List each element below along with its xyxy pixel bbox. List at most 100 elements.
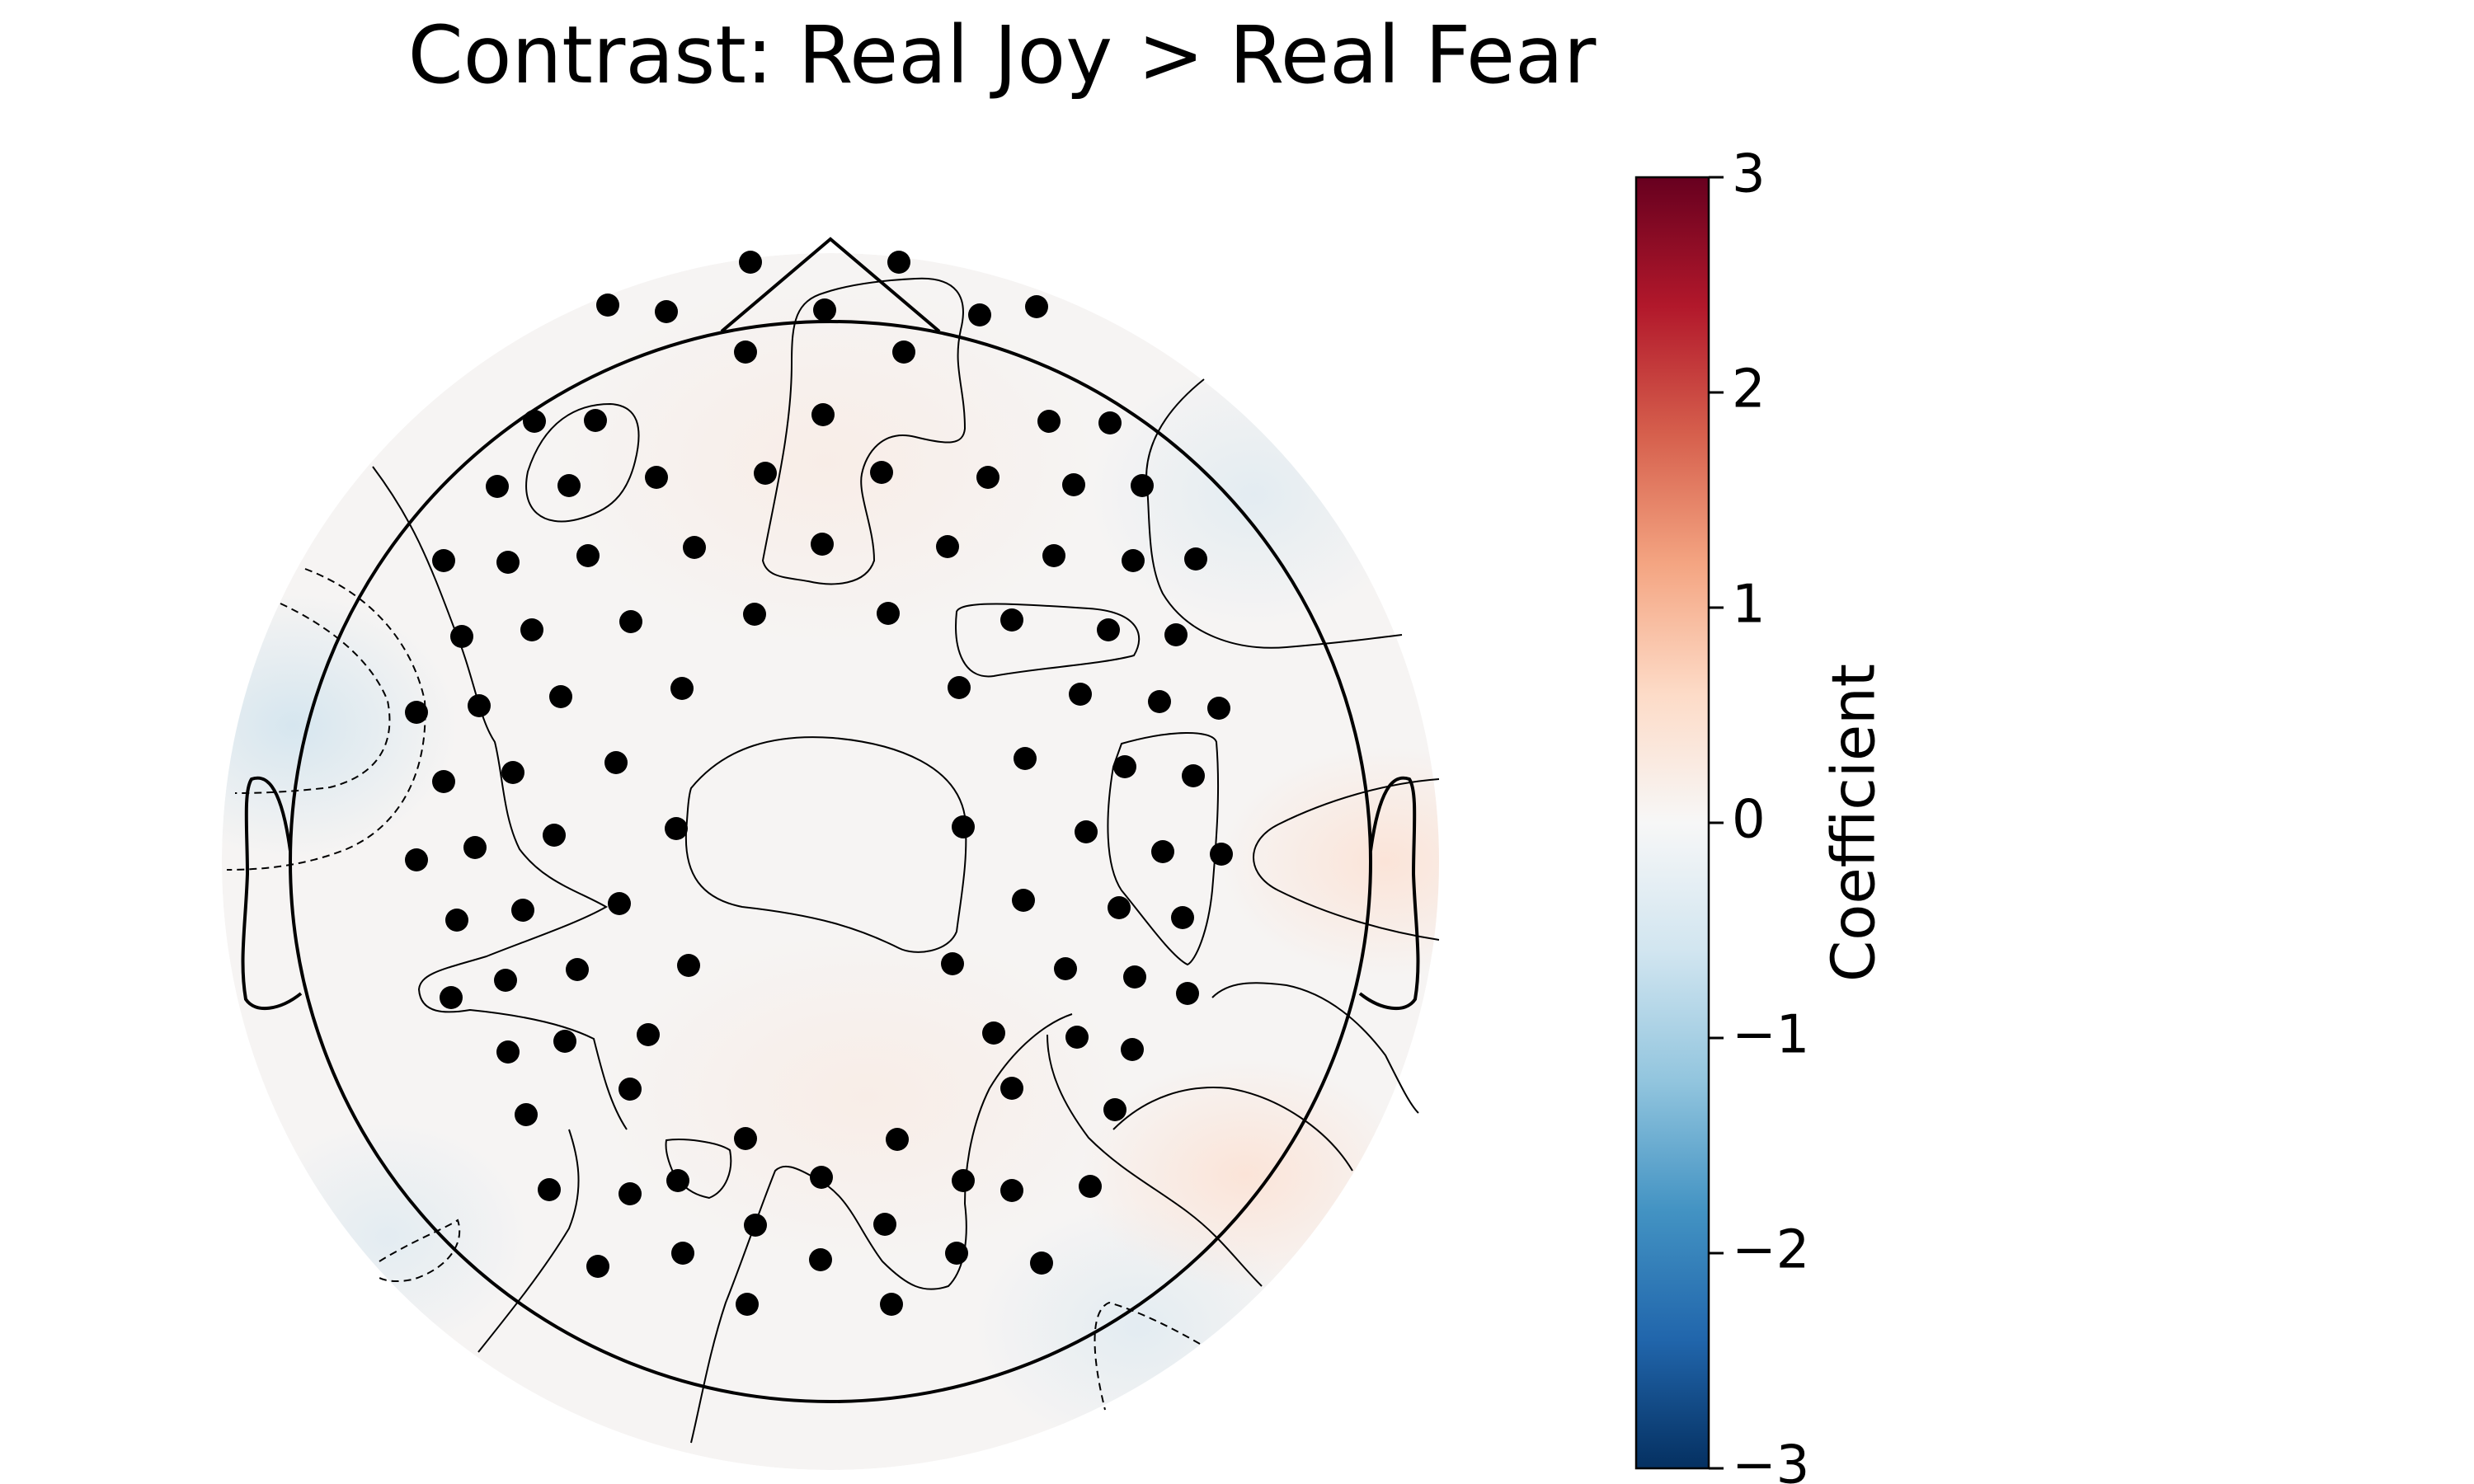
colorbar-gradient (1634, 176, 1710, 1470)
head-circle (289, 320, 1372, 1403)
sensor-marker (520, 618, 543, 641)
chart-title: Contrast: Real Joy > Real Fear (408, 9, 1597, 101)
sensor-marker (608, 892, 631, 915)
sensor-marker (405, 701, 428, 724)
sensor-marker (809, 1248, 832, 1271)
sensor-marker (1210, 843, 1233, 866)
contour-left-posterior-negative (379, 1219, 461, 1283)
sensor-marker (1148, 690, 1171, 713)
sensor-marker (463, 836, 487, 859)
sensor-marker (936, 535, 959, 558)
sensor-marker (1123, 965, 1146, 989)
sensor-marker (619, 610, 642, 633)
left-ear (241, 776, 303, 1011)
sensor-marker (1014, 747, 1037, 770)
sensor-marker (677, 954, 700, 977)
colorbar-ticks: −3 −2 −1 0 1 2 3 (1709, 144, 1809, 1484)
sensor-marker (1164, 623, 1188, 646)
sensor-marker (736, 1293, 759, 1316)
sensor-marker (734, 340, 757, 364)
head-outline (241, 237, 1420, 1403)
sensor-marker (670, 677, 694, 700)
sensor-marker (543, 824, 566, 847)
sensor-marker (1000, 1179, 1023, 1202)
sensor-marker (1054, 957, 1077, 980)
colorbar: −3 −2 −1 0 1 2 3 Coefficient (1634, 144, 1888, 1484)
sensor-marker (586, 1255, 609, 1278)
colorbar-label: Coefficient (1819, 664, 1888, 982)
colorbar-tick-label: 2 (1732, 359, 1766, 420)
sensor-marker (952, 1169, 975, 1192)
sensor-marker (1025, 295, 1048, 318)
contour-right-lower-boundary (1047, 1034, 1263, 1287)
sensor-marker (1121, 1038, 1144, 1061)
contour-right-central-island (1107, 732, 1220, 966)
sensor-marker (1069, 683, 1092, 706)
sensor-marker (739, 251, 762, 274)
sensor-marker (1062, 473, 1085, 496)
sensor-marker (566, 958, 589, 981)
sensor-marker (511, 899, 534, 922)
sensor-marker (811, 403, 835, 426)
sensor-marker (877, 602, 900, 625)
sensor-marker (468, 694, 491, 717)
sensor-marker (952, 815, 975, 838)
contour-central (684, 736, 967, 953)
sensor-marker (440, 986, 463, 1009)
colorbar-tick-label: 3 (1732, 144, 1766, 205)
contour-right-temporal-boundary (1253, 778, 1440, 941)
sensor-marker (1097, 618, 1120, 641)
sensor-marker (1151, 840, 1174, 863)
contour-right-frontal-boundary (1145, 378, 1403, 649)
contour-posterior-island (665, 1139, 732, 1200)
sensor-marker (501, 761, 524, 784)
colorbar-tick-label: −1 (1732, 1005, 1809, 1066)
contour-left-frontal-island (525, 402, 640, 523)
topomap-field (222, 253, 1439, 1470)
contour-posterior-boundary (690, 1013, 1073, 1444)
sensor-marker (1176, 982, 1199, 1005)
sensor-marker (1113, 755, 1136, 778)
sensor-marker (445, 909, 468, 932)
sensor-marker (1000, 1077, 1023, 1100)
sensor-marker (645, 466, 668, 489)
colorbar-tick-label: −2 (1732, 1220, 1809, 1281)
colorbar-tick-label: −3 (1732, 1435, 1809, 1484)
contour-right-frontal-island (955, 603, 1141, 678)
sensor-marker (1000, 608, 1023, 632)
contour-left-lower-boundary (477, 1129, 580, 1353)
sensor-marker (1131, 474, 1154, 497)
sensor-marker (945, 1242, 968, 1265)
topomap (222, 237, 1440, 1470)
sensor-marker (1171, 906, 1194, 929)
contour-left-temporal-negative-inner (234, 603, 391, 794)
contour-left-frontal-boundary (372, 466, 628, 1130)
sensor-marker (671, 1242, 694, 1265)
sensor-marker (584, 409, 607, 432)
sensor-marker (1012, 889, 1035, 912)
sensor-marker (1207, 697, 1230, 720)
sensor-marker (683, 536, 706, 559)
sensor-marker (941, 952, 964, 975)
sensor-marker (1098, 411, 1122, 434)
sensor-marker (576, 544, 600, 567)
sensor-marker (655, 300, 678, 323)
sensor-marker (1079, 1175, 1102, 1198)
sensor-marker (486, 475, 509, 498)
sensor-marker (870, 461, 893, 484)
sensor-marker (604, 751, 628, 774)
sensor-marker (1075, 820, 1098, 843)
sensor-marker (811, 533, 834, 556)
right-ear (1358, 776, 1420, 1011)
sensor-marker (494, 969, 517, 992)
sensor-marker (734, 1127, 757, 1150)
sensor-marker (496, 1040, 520, 1064)
sensor-marker (1122, 549, 1145, 572)
sensor-marker (887, 251, 910, 274)
sensor-marker (948, 676, 971, 699)
sensor-marker (744, 1214, 767, 1237)
negative-contours (226, 568, 1201, 1411)
sensor-marker (1030, 1252, 1053, 1275)
sensor-marker (810, 1166, 833, 1189)
